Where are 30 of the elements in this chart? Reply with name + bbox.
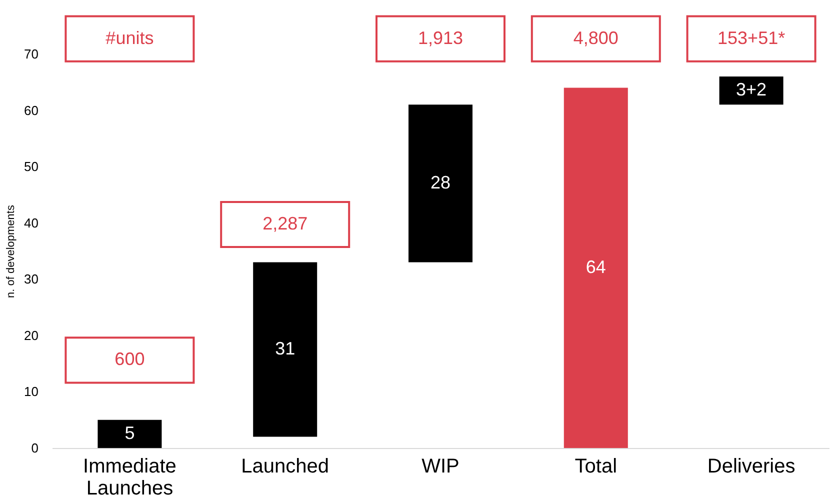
text: #units [106, 28, 154, 48]
y-tick-label: 0 [31, 440, 38, 456]
bar [719, 76, 784, 105]
annotation: 2,287 [262, 214, 308, 234]
y-tick-label: 10 [24, 384, 38, 400]
annotation: 600 [114, 349, 145, 370]
data-label: 28 [430, 172, 451, 192]
data-label: 31 [275, 338, 296, 358]
data-label: 64 [586, 256, 606, 277]
x-tick-label: WIP [422, 456, 460, 478]
y-tick-label: 70 [24, 46, 38, 62]
y-tick-label: 20 [24, 328, 38, 343]
y-tick-label: 50 [24, 159, 38, 174]
x-tick-label: Launched [241, 456, 330, 478]
bar [253, 262, 318, 437]
bar [564, 88, 628, 448]
x-tick-label: Immediate Launches [83, 456, 176, 500]
y-tick-label: 30 [24, 272, 38, 287]
text: 4,800 [573, 28, 618, 48]
x-tick-label: Total [574, 456, 618, 478]
y-tick-label: 40 [24, 215, 38, 230]
y-axis-title: n. of developments [5, 204, 18, 298]
x-tick-label: Deliveries [707, 456, 796, 478]
bar [408, 104, 472, 262]
data-label: 5 [124, 422, 135, 443]
text: 153+51* [718, 28, 786, 48]
text: 1,913 [418, 28, 464, 48]
bar [98, 420, 162, 448]
y-tick-label: 60 [24, 102, 38, 118]
annotation: 3+2 [736, 80, 767, 100]
